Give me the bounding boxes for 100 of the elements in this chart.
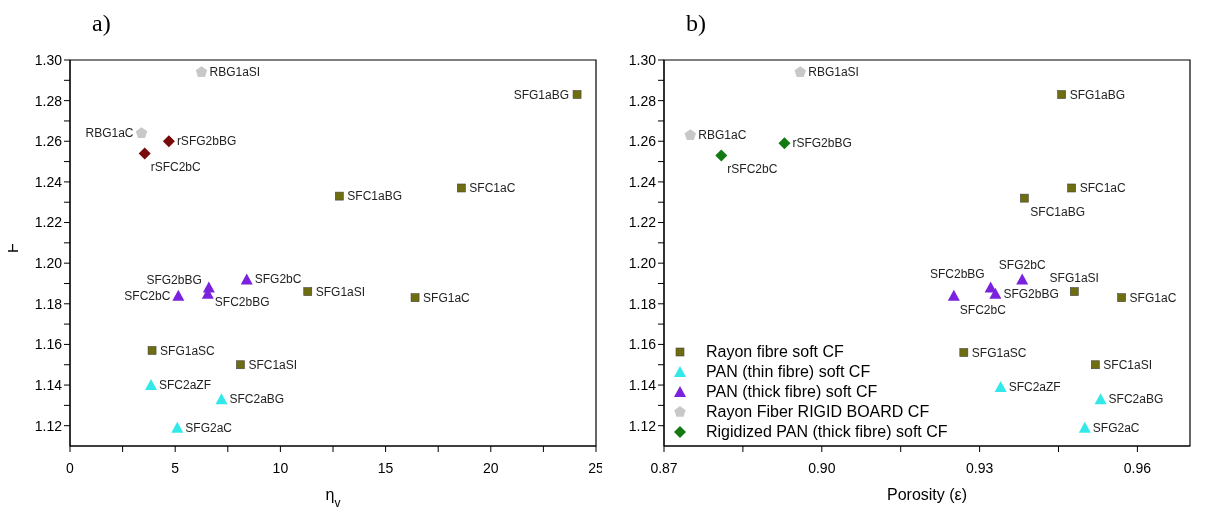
point (236, 360, 245, 370)
y-tick-label: 1.24 (628, 173, 657, 190)
annotation: SFG2aC (185, 420, 233, 435)
annotation: SFC2bC (124, 288, 171, 303)
x-tick-label: 15 (377, 460, 394, 476)
annotation: SFG2aC (1092, 420, 1140, 435)
point (215, 393, 228, 405)
legend-label: PAN (thick fibre) soft CF (706, 382, 878, 402)
legend-label: PAN (thin fibre) soft CF (706, 362, 871, 382)
x-axis-title: Porosity (ε) (886, 486, 968, 503)
annotation: SFC1aSI (1103, 357, 1153, 372)
chart-title: a) (92, 10, 111, 37)
annotation: SFC2aZF (1008, 380, 1061, 395)
legend-label: Rigidized PAN (thick fibre) soft CF (706, 422, 948, 442)
y-tick-label: 1.30 (628, 51, 657, 68)
point (947, 289, 960, 301)
x-tick-label: 20 (483, 460, 499, 476)
y-tick-label: 1.12 (628, 417, 657, 434)
y-tick-label: 1.28 (34, 92, 63, 109)
annotation: SFG1aSI (315, 284, 366, 299)
x-tick-label: 0.96 (1123, 460, 1152, 476)
point (794, 66, 806, 78)
point (1091, 360, 1100, 370)
annotation: SFC1aBG (1030, 205, 1085, 220)
point (959, 348, 969, 357)
annotation: SFC1aC (1079, 180, 1126, 195)
y-tick-label: 1.18 (628, 295, 657, 312)
annotation: SFG1aSI (1049, 270, 1099, 285)
y-tick-label: 1.20 (34, 255, 63, 272)
annotation: RBG1aC (85, 126, 134, 141)
point (1069, 287, 1079, 296)
point (1094, 393, 1107, 405)
annotation: SFG2bC (998, 258, 1046, 273)
y-tick-label: 1.16 (628, 336, 657, 353)
annotation: rSFG2bBG (176, 134, 237, 149)
point (145, 379, 157, 391)
annotation: rSFC2bC (150, 160, 202, 175)
x-tick-label: 5 (171, 460, 180, 476)
point (1057, 90, 1066, 99)
annotation: SFC2aBG (1108, 392, 1164, 407)
legend-label: Rayon Fiber RIGID BOARD CF (706, 402, 930, 422)
y-tick-label: 1.12 (34, 417, 63, 434)
legend-label: Rayon fibre soft CF (706, 342, 844, 362)
y-tick-label: 1.22 (628, 214, 657, 231)
annotation: SFC2aBG (229, 392, 285, 407)
point (195, 66, 208, 78)
annotation: SFG1aBG (1069, 87, 1126, 102)
point (457, 183, 466, 193)
point (1020, 193, 1029, 203)
y-tick-label: 1.16 (34, 336, 63, 353)
point (715, 149, 728, 162)
annotation: SFC1aC (469, 180, 516, 195)
y-tick-label: 1.14 (34, 377, 63, 394)
point (778, 137, 791, 150)
x-tick-label: 10 (272, 460, 289, 476)
point (335, 191, 344, 201)
annotation: SFC2bBG (214, 294, 270, 309)
point (1078, 421, 1091, 433)
annotation: SFC2bBG (929, 266, 985, 281)
y-tick-label: 1.28 (628, 92, 657, 109)
y-tick-label: 1.26 (628, 133, 657, 150)
x-tick-label: 0.87 (650, 460, 678, 476)
point (171, 421, 184, 433)
annotation: SFG2bC (254, 272, 302, 287)
annotation: RBG1aSI (808, 65, 859, 80)
annotation: SFG1aSC (971, 345, 1027, 360)
point (303, 287, 313, 296)
x-axis-title: η$_{v}$ (325, 486, 341, 510)
point (684, 129, 697, 141)
annotation: SFC1aSI (248, 357, 298, 372)
point (410, 293, 420, 302)
annotation: rSFC2bC (727, 162, 778, 177)
point (162, 135, 175, 148)
point (147, 346, 157, 355)
annotation: rSFG2bBG (792, 136, 852, 151)
point (994, 381, 1007, 393)
annotation: SFC2bC (959, 302, 1007, 317)
point (135, 127, 148, 138)
annotation: SFG1aC (1129, 290, 1177, 305)
annotation: SFG1aBG (513, 87, 570, 102)
point (572, 90, 582, 99)
annotation: RBG1aC (698, 128, 747, 143)
y-tick-label: 1.26 (34, 133, 63, 150)
y-tick-label: 1.22 (34, 214, 63, 231)
point (1016, 273, 1029, 285)
y-tick-label: 1.20 (628, 255, 657, 272)
x-tick-label: 0.90 (808, 460, 836, 476)
annotation: SFG1aSC (160, 343, 216, 358)
y-tick-label: 1.30 (34, 51, 63, 68)
point (1067, 183, 1076, 193)
chart-title: b) (686, 10, 706, 37)
point (989, 287, 1002, 299)
annotation: SFC1aBG (347, 189, 402, 204)
annotation: SFG2bBG (1003, 286, 1059, 301)
x-tick-label: 0.93 (965, 460, 994, 476)
annotation: SFG2bBG (146, 272, 202, 287)
y-tick-label: 1.14 (628, 377, 657, 394)
x-tick-label: 0 (66, 460, 75, 476)
point (240, 273, 253, 285)
annotation: RBG1aSI (209, 65, 261, 80)
